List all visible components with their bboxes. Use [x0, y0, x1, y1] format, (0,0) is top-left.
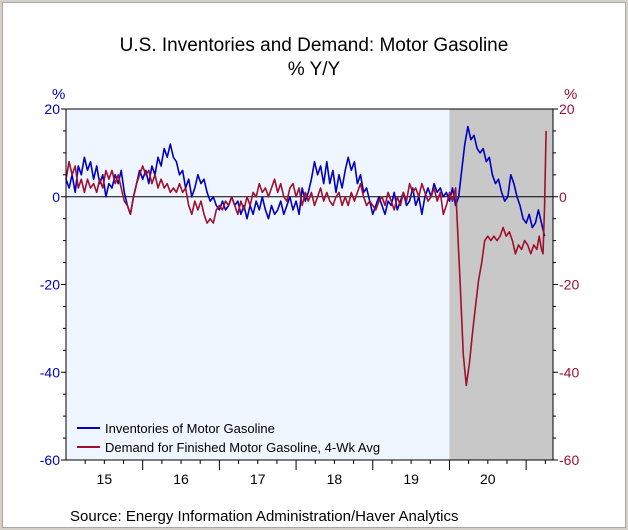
left-axis-unit: %: [52, 86, 65, 103]
y-tick-label-right: 0: [559, 189, 567, 205]
y-tick-label-right: -60: [559, 452, 579, 468]
series-line-demand: [65, 130, 547, 387]
y-tick-label-left: 0: [52, 189, 60, 205]
y-tick-label-right: -20: [559, 277, 579, 293]
legend: Inventories of Motor Gasoline Demand for…: [77, 421, 380, 455]
chart-subtitle: % Y/Y: [288, 59, 341, 80]
right-axis-unit: %: [564, 86, 577, 103]
source-note: Source: Energy Information Administratio…: [70, 508, 459, 525]
chart-title: U.S. Inventories and Demand: Motor Gasol…: [120, 35, 509, 56]
x-tick-label: 17: [250, 471, 266, 487]
recession-shading: [449, 109, 553, 460]
y-tick-label-right: -40: [559, 364, 579, 380]
y-tick-label-left: -40: [40, 364, 60, 380]
y-tick-label-left: -60: [40, 452, 60, 468]
x-tick-label: 18: [327, 471, 343, 487]
legend-label-demand: Demand for Finished Motor Gasoline, 4-Wk…: [105, 440, 380, 455]
x-tick-label: 16: [173, 471, 189, 487]
series-line-inventories: [65, 125, 546, 237]
y-tick-label-left: -20: [40, 277, 60, 293]
x-tick-label: 19: [403, 471, 419, 487]
y-tick-label-right: 20: [559, 101, 575, 117]
legend-label-inventories: Inventories of Motor Gasoline: [105, 421, 275, 436]
x-tick-label: 20: [480, 471, 496, 487]
y-tick-label-left: 20: [44, 101, 60, 117]
x-tick-label: 15: [97, 471, 113, 487]
